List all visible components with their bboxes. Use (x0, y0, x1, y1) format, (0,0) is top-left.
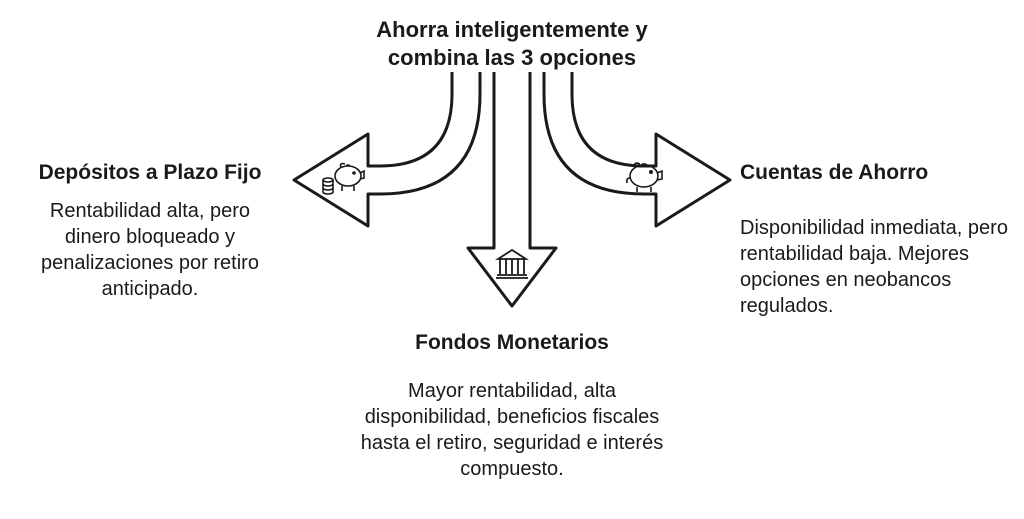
option-left-body: Rentabilidad alta, pero dinero bloqueado… (20, 198, 280, 302)
option-right-body: Disponibilidad inmediata, pero rentabili… (740, 215, 1024, 319)
piggy-coins-icon (322, 156, 366, 196)
option-down-heading: Fondos Monetarios (362, 330, 662, 356)
option-left-heading: Depósitos a Plazo Fijo (20, 160, 280, 186)
option-right-heading: Cuentas de Ahorro (740, 160, 1020, 186)
title-line-2: combina las 3 opciones (388, 45, 636, 70)
option-down-body: Mayor rentabilidad, alta disponibilidad,… (342, 378, 682, 482)
diagram-stage: Ahorra inteligentemente y combina las 3 … (0, 0, 1024, 519)
bank-icon (495, 248, 529, 280)
title-line-1: Ahorra inteligentemente y (376, 17, 647, 42)
piggy-icon (624, 158, 664, 194)
diagram-title: Ahorra inteligentemente y combina las 3 … (302, 16, 722, 71)
